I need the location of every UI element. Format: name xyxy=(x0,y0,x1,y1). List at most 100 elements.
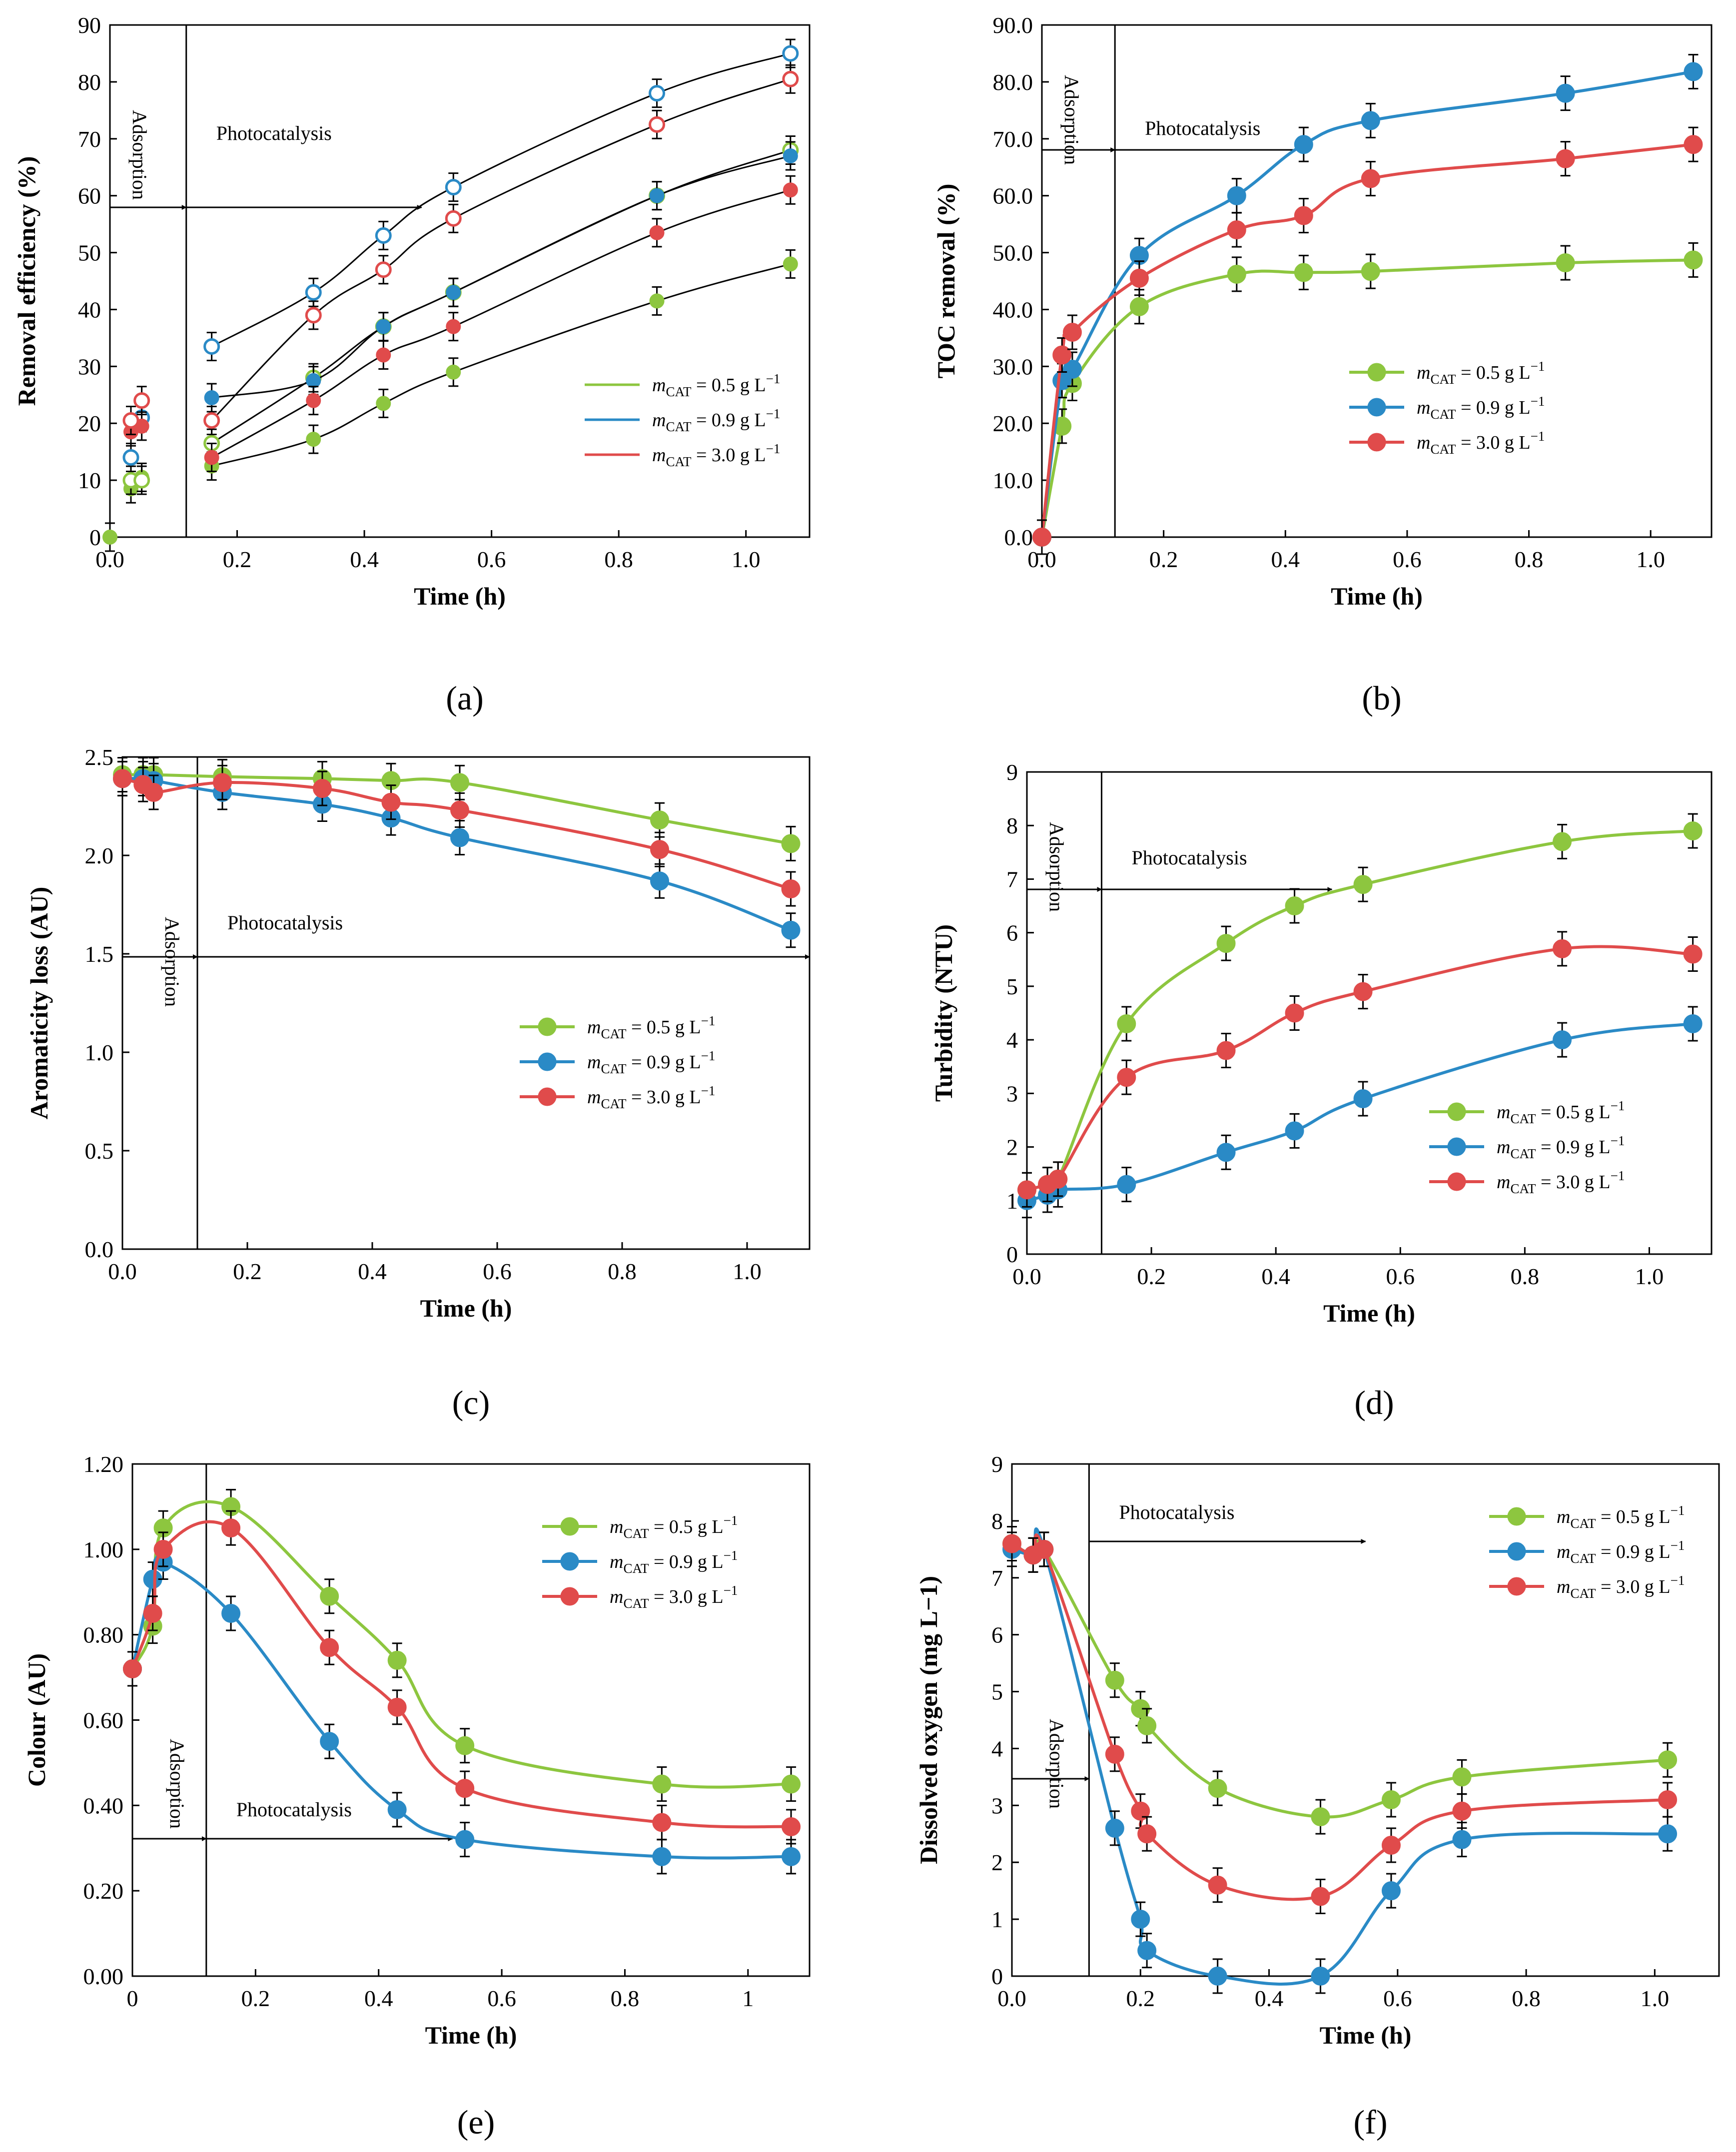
data-point xyxy=(1105,1744,1124,1764)
y-tick-label: 20.0 xyxy=(993,411,1033,436)
data-point xyxy=(1137,1716,1157,1735)
y-tick-label: 5 xyxy=(1006,974,1018,999)
legend-label: mCAT = 3.0 g L−1 xyxy=(1417,429,1545,457)
legend-swatch-marker xyxy=(538,1017,557,1036)
chart-panel-e: 0 0.2 0.4 0.6 0.8 1 0.00 0.20 0.40 0.60 0.80 1.00 1.… xyxy=(22,1451,811,2141)
data-point xyxy=(221,1603,241,1623)
data-point xyxy=(1216,1143,1236,1162)
data-point xyxy=(320,1586,339,1606)
chart-panel-c: 0.0 0.2 0.4 0.6 0.8 1.0 0.0 0.5 1.0 1.5 2.0 2.5 Time… xyxy=(25,744,811,1422)
y-tick-label: 2 xyxy=(1006,1135,1018,1160)
photocatalysis-label: Photocatalysis xyxy=(227,911,343,934)
panel-label: (c) xyxy=(452,1384,490,1422)
series-blue xyxy=(123,1544,801,1875)
data-point xyxy=(1208,1875,1227,1895)
x-tick-label: 0.8 xyxy=(608,1259,637,1284)
photocatalysis-label: Photocatalysis xyxy=(1119,1501,1234,1523)
data-point xyxy=(375,227,392,244)
data-point xyxy=(1131,1910,1150,1929)
data-point xyxy=(1032,528,1051,547)
data-point xyxy=(1117,1014,1136,1033)
data-point xyxy=(133,392,150,409)
data-point xyxy=(781,834,801,853)
data-point xyxy=(783,148,798,163)
adsorption-label: Adsorption xyxy=(1045,822,1068,912)
data-point xyxy=(446,285,461,300)
y-tick-label: 0 xyxy=(1006,1242,1018,1267)
data-point xyxy=(153,1539,173,1559)
data-point xyxy=(1294,135,1313,154)
x-axis-title: Time (h) xyxy=(420,1294,512,1322)
data-point xyxy=(1353,1089,1373,1109)
data-point xyxy=(1658,1750,1678,1770)
data-point xyxy=(1361,111,1380,130)
x-axis-title: Time (h) xyxy=(1320,2021,1412,2049)
data-point xyxy=(1381,1881,1401,1901)
x-tick-label: 0.6 xyxy=(1386,1264,1415,1289)
data-point xyxy=(143,1603,162,1623)
data-point xyxy=(1683,1014,1703,1033)
data-point xyxy=(455,1830,475,1849)
x-tick-label: 1.0 xyxy=(733,1259,762,1284)
legend-swatch-marker xyxy=(1367,398,1386,417)
y-tick-label: 50.0 xyxy=(993,240,1033,266)
plot-frame xyxy=(121,756,811,1250)
chart-panel-f: 0.0 0.2 0.4 0.6 0.8 1.0 0 1 2 3 4 5 6 7 8 9 Time (h) Diss… xyxy=(914,1451,1720,2141)
data-point xyxy=(1117,1068,1136,1087)
legend-swatch-marker xyxy=(538,1087,557,1106)
data-point xyxy=(1216,934,1236,953)
data-point xyxy=(781,879,801,898)
y-tick-label: 1 xyxy=(991,1907,1003,1932)
data-point xyxy=(783,182,798,198)
data-point xyxy=(1556,83,1575,103)
legend: mCAT = 0.5 g L−1 mCAT = 0.9 g L−1 mCAT = 3… xyxy=(520,1013,715,1111)
legend-swatch-marker xyxy=(560,1517,579,1536)
data-point xyxy=(1285,1003,1304,1023)
plot-frame xyxy=(1011,1463,1720,1977)
data-point xyxy=(650,871,669,891)
x-tick-label: 0.4 xyxy=(1271,547,1300,572)
data-point xyxy=(1062,323,1082,342)
y-tick-label: 80.0 xyxy=(993,69,1033,95)
y-tick-label: 0.0 xyxy=(1004,525,1033,550)
y-tick-label: 8 xyxy=(1006,813,1018,838)
y-tick-label: 0.00 xyxy=(83,1964,124,1989)
data-point xyxy=(313,779,332,798)
data-point xyxy=(1311,1887,1330,1906)
y-tick-label: 90.0 xyxy=(993,12,1033,38)
data-point xyxy=(652,1774,672,1794)
y-tick-label: 70.0 xyxy=(993,126,1033,152)
data-point xyxy=(305,307,322,324)
legend-swatch-marker xyxy=(1507,1577,1526,1596)
x-tick-label: 0.0 xyxy=(108,1259,137,1284)
y-tick-label: 1.20 xyxy=(83,1451,124,1477)
data-point xyxy=(446,319,461,334)
photocatalysis-label: Photocatalysis xyxy=(1145,117,1260,139)
data-point xyxy=(122,412,139,429)
panel-label: (e) xyxy=(457,2103,495,2141)
data-point xyxy=(376,347,391,363)
y-tick-label: 60.0 xyxy=(993,183,1033,209)
x-tick-label: 0.8 xyxy=(611,1986,640,2011)
legend-label: mCAT = 0.9 g L−1 xyxy=(1497,1133,1625,1161)
x-tick-label: 0.2 xyxy=(223,547,252,572)
y-axis-title: Turbidity (NTU) xyxy=(929,924,957,1102)
data-point xyxy=(387,1697,407,1717)
data-point xyxy=(1452,1830,1472,1849)
data-point xyxy=(1553,939,1572,958)
data-point xyxy=(782,45,799,62)
legend-label: mCAT = 3.0 g L−1 xyxy=(1497,1168,1625,1196)
series-blue xyxy=(1017,1006,1703,1219)
data-point xyxy=(1227,264,1246,284)
data-point xyxy=(1017,1180,1036,1200)
data-point xyxy=(375,261,392,278)
y-axis-title: TOC removal (%) xyxy=(932,184,960,379)
data-point xyxy=(122,449,139,466)
adsorption-label: Adsorption xyxy=(1060,75,1083,165)
legend-label: mCAT = 0.5 g L−1 xyxy=(610,1513,738,1541)
plot-frame xyxy=(1041,24,1713,538)
data-point xyxy=(1131,1801,1150,1821)
data-point xyxy=(381,792,401,812)
legend-swatch-marker xyxy=(1507,1507,1526,1526)
y-tick-label: 6 xyxy=(991,1622,1003,1648)
